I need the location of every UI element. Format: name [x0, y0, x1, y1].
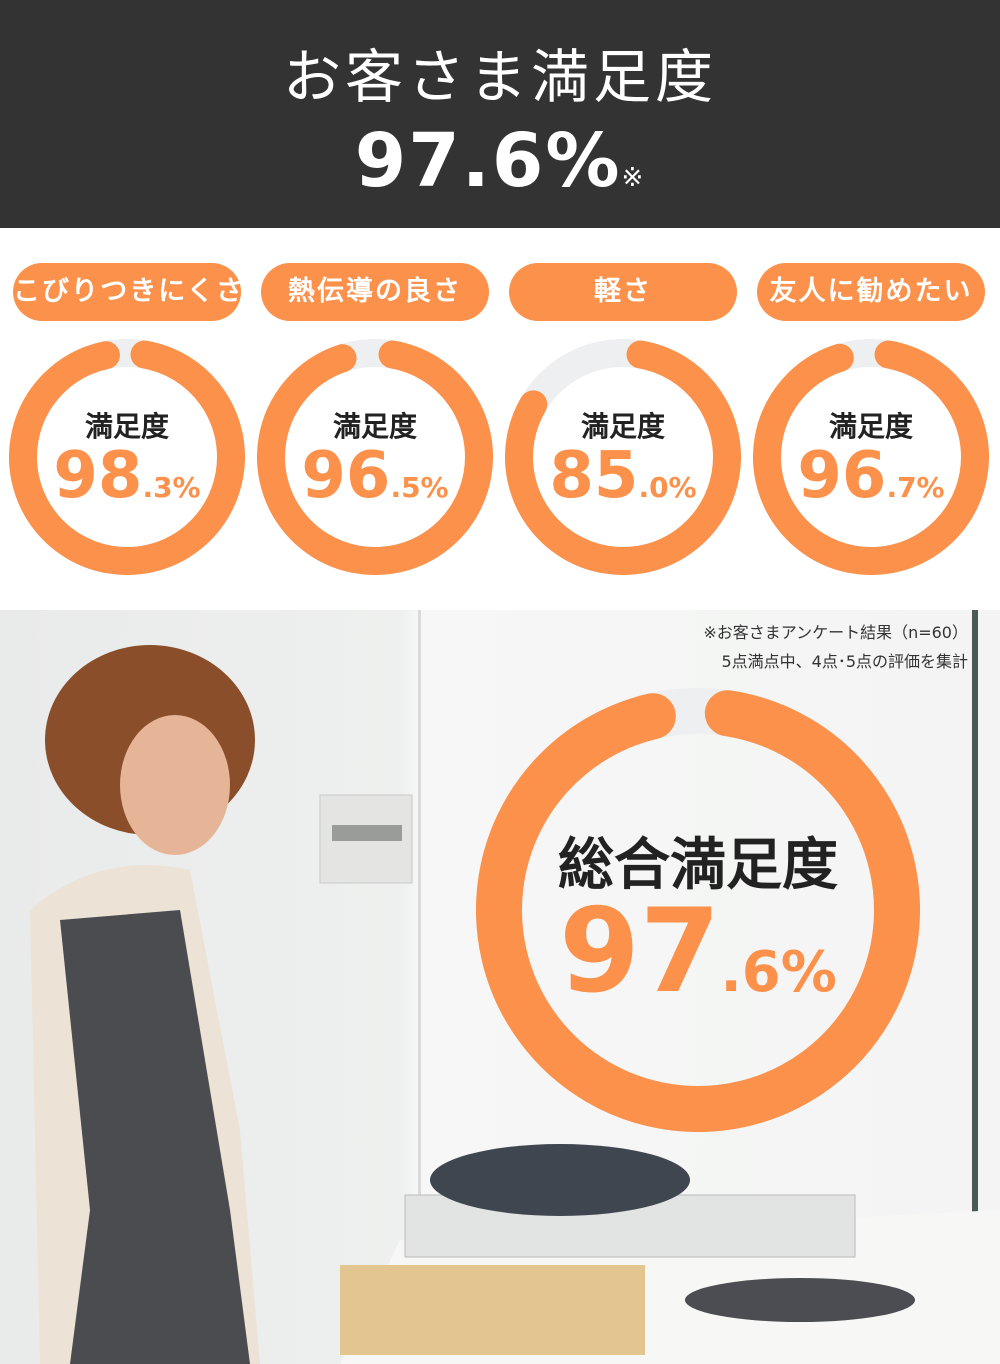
category-gauge: 満足度 96.5%: [257, 339, 493, 575]
gauge-ring: [505, 339, 741, 575]
gauge-arc: [257, 339, 493, 575]
gauge-ring: [9, 339, 245, 575]
gauge-arc: [9, 339, 245, 575]
category-label: 軽さ: [509, 263, 737, 321]
category-label: 友人に勧めたい: [757, 263, 985, 321]
survey-note: ※お客さまアンケート結果（n=60） 5点満点中、4点･5点の評価を集計: [703, 618, 968, 676]
gauge-int: 85: [549, 439, 639, 513]
gauge-value: 85.0%: [505, 439, 741, 513]
gauge-value: 96.7%: [753, 439, 989, 513]
gauge-dec: .3%: [142, 471, 201, 504]
note-mark: ※: [621, 163, 646, 193]
gauge-int: 98: [53, 439, 143, 513]
category-label: こびりつきにくさ: [13, 263, 243, 321]
gauge-dec: .5%: [390, 471, 449, 504]
gauge-caption: 満足度: [828, 410, 913, 443]
overall-dec: .6%: [720, 940, 837, 1005]
gauge-int: 96: [797, 439, 887, 513]
gauge-dec: .0%: [638, 471, 697, 504]
gauge-caption: 満足度: [332, 410, 417, 443]
note-line-2: 5点満点中、4点･5点の評価を集計: [721, 652, 968, 671]
gauge-arc: [505, 339, 741, 575]
page-title: お客さま満足度: [282, 43, 717, 111]
overall-gauge-caption: 総合満足度: [558, 833, 838, 898]
gauge-dec: .7%: [886, 471, 945, 504]
gauge-caption: 満足度: [84, 410, 169, 443]
gauge-ring: [257, 339, 493, 575]
overall-gauge: 総合満足度 97.6%: [476, 688, 920, 1132]
gauge-value: 96.5%: [257, 439, 493, 513]
overall-gauge-value: 97.6%: [476, 884, 920, 1019]
header-banner: お客さま満足度 97.6%※: [0, 0, 1000, 228]
gauge-value: 98.3%: [9, 439, 245, 513]
gauge-ring: [753, 339, 989, 575]
gauge-arc: [753, 339, 989, 575]
photo-illustration: [30, 610, 1000, 1364]
category-gauge: 満足度 98.3%: [9, 339, 245, 575]
category-gauge: 満足度 85.0%: [505, 339, 741, 575]
note-line-1: ※お客さまアンケート結果（n=60）: [703, 623, 968, 642]
overall-gauge-arc: [476, 688, 920, 1132]
overall-value: 97.6%※: [0, 118, 1000, 204]
category-label: 熱伝導の良さ: [261, 263, 489, 321]
gauge-caption: 満足度: [580, 410, 665, 443]
overall-gauge-ring: [476, 688, 920, 1132]
category-gauge: 満足度 96.7%: [753, 339, 989, 575]
overall-value-text: 97.6%: [354, 118, 622, 204]
gauge-int: 96: [301, 439, 391, 513]
overall-int: 97: [559, 884, 721, 1019]
